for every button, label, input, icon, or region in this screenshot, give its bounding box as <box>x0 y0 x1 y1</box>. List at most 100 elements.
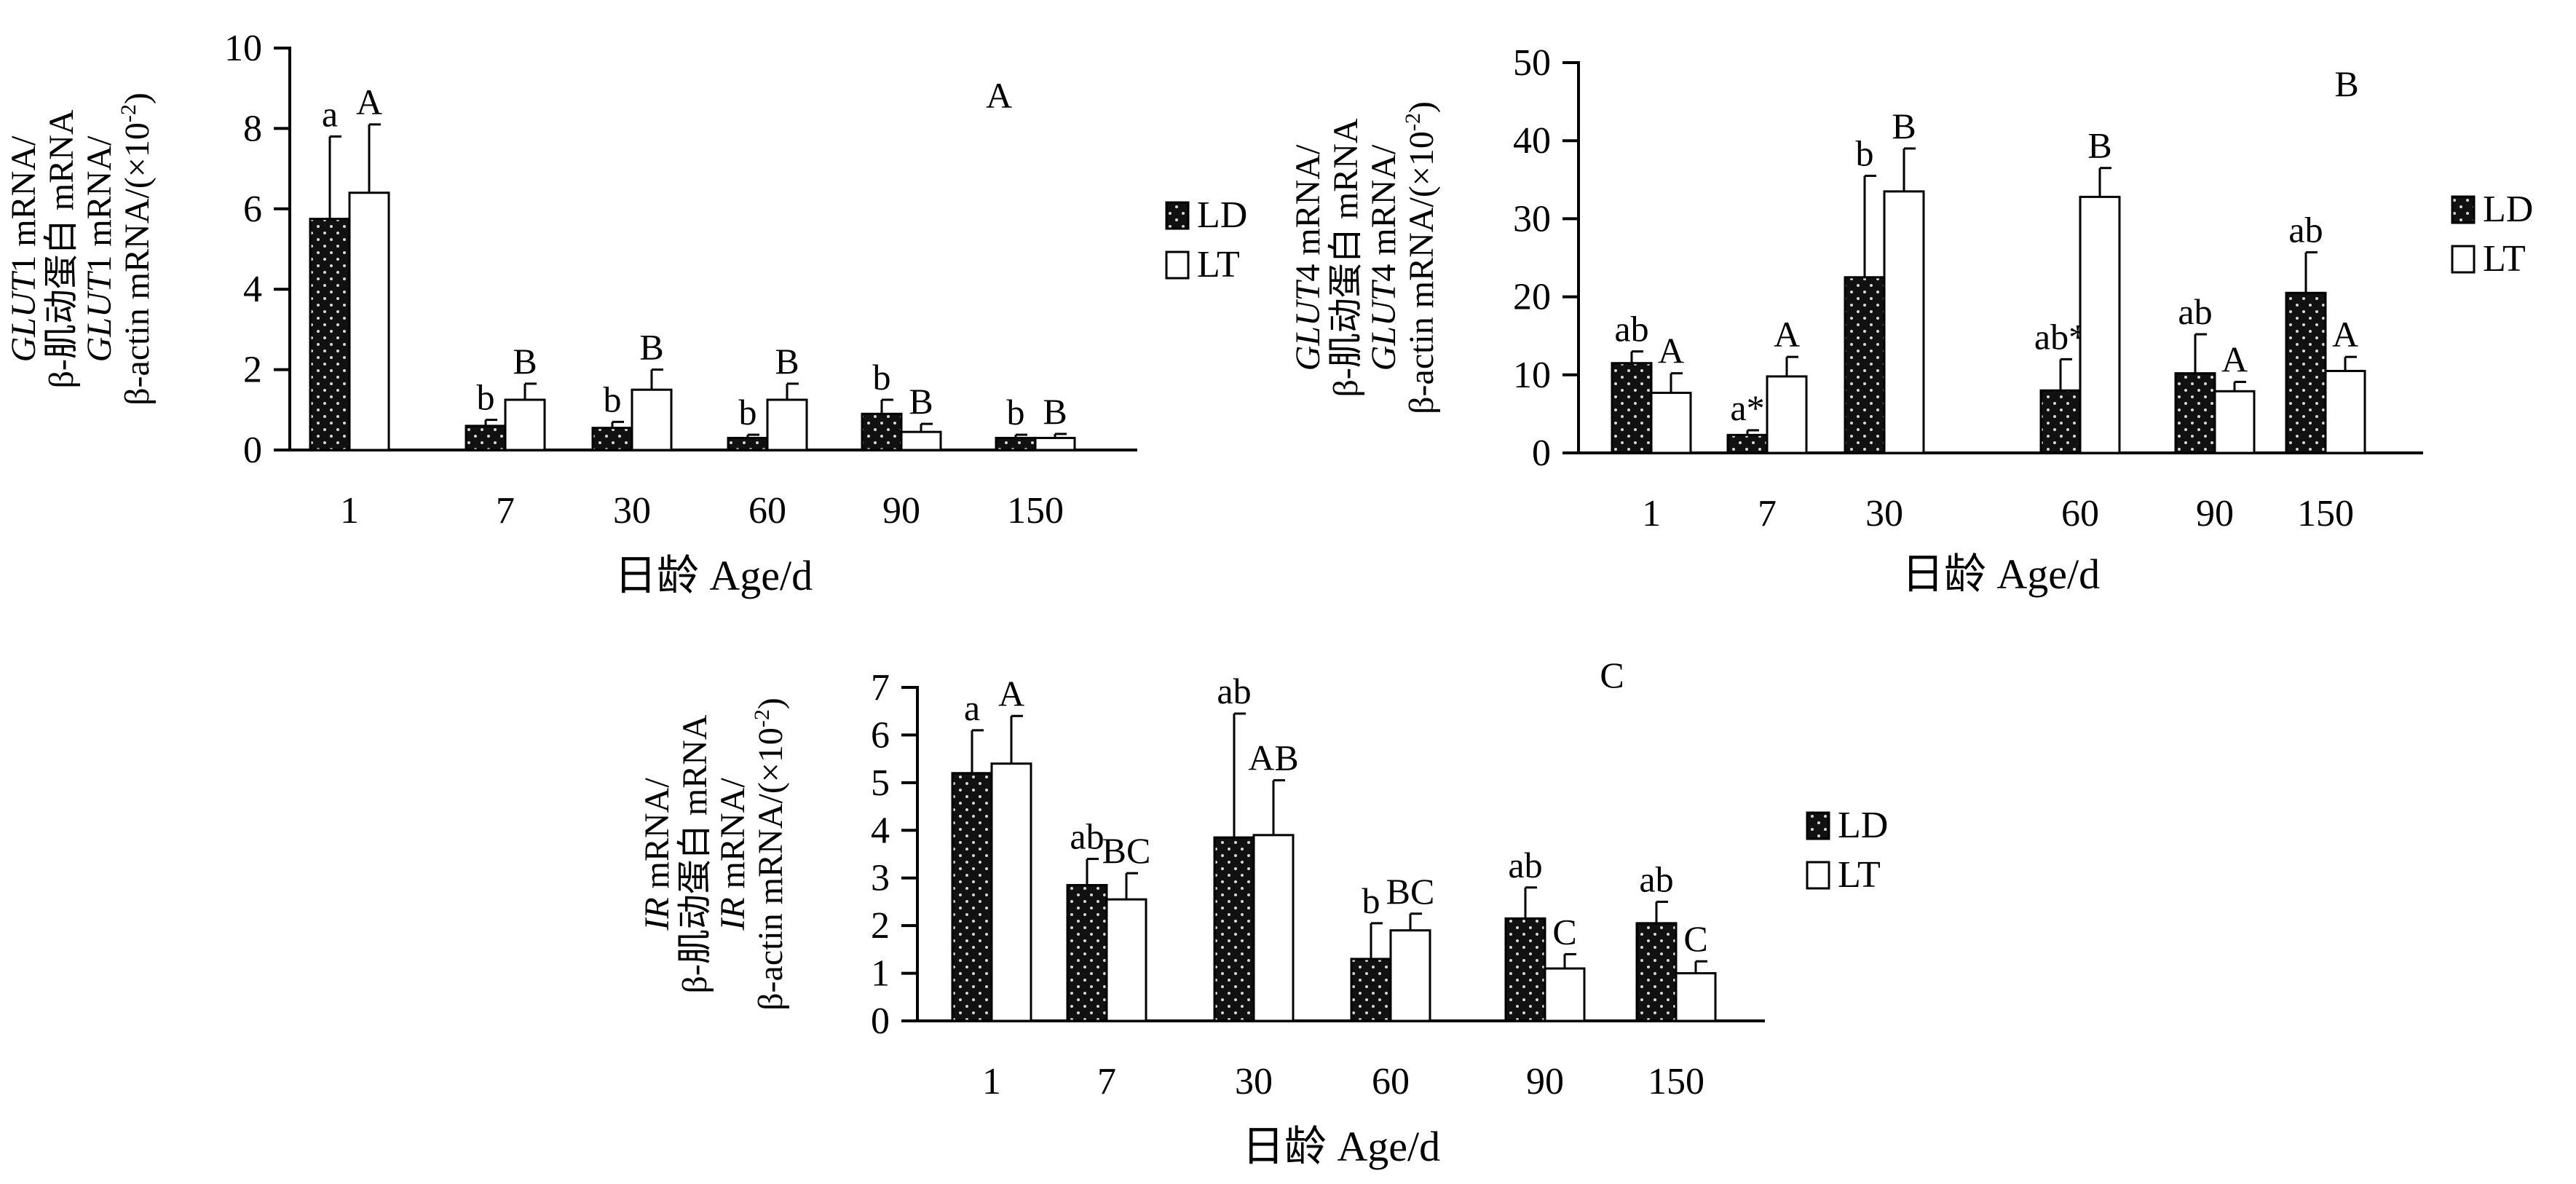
bar-ld <box>2174 372 2216 454</box>
y-axis-label: GLUT4 mRNA/β-肌动蛋白 mRNAGLUT4 mRNA/β-actin… <box>1289 101 1441 414</box>
letter-lt: BC <box>1386 871 1435 912</box>
bar-ld <box>1504 917 1546 1022</box>
legend-swatch-ld <box>2451 195 2476 224</box>
legend-label-lt: LT <box>2483 238 2526 280</box>
bar-ld <box>2039 389 2082 454</box>
legend-label-ld: LD <box>1197 194 1247 236</box>
letter-lt: B <box>909 381 933 422</box>
x-tick-label: 60 <box>1372 1061 1410 1102</box>
letter-ld: a* <box>1730 387 1764 428</box>
y-tick-label: 0 <box>243 430 262 471</box>
letter-ld: b <box>873 357 891 398</box>
letter-lt: C <box>1683 918 1707 959</box>
panel-label: B <box>2334 63 2358 104</box>
x-tick-label: 30 <box>1235 1061 1273 1102</box>
x-tick-label: 150 <box>1007 490 1064 532</box>
y-tick-label: 6 <box>243 189 262 230</box>
y-tick-label: 5 <box>871 762 890 804</box>
x-axis-label: 日龄 Age/d <box>615 552 813 599</box>
bar-lt <box>1034 436 1076 451</box>
bar-lt <box>504 398 546 451</box>
y-axis-label: GLUT1 mRNA/β-肌动蛋白 mRNAGLUT1 mRNA/β-actin… <box>4 92 157 406</box>
letter-ld: ab <box>1217 671 1251 711</box>
letter-lt: A <box>2221 339 2248 379</box>
bar-lt <box>1544 967 1586 1022</box>
y-tick-label: 0 <box>871 1001 890 1042</box>
letter-lt: C <box>1552 911 1576 952</box>
y-tick-label: 2 <box>243 350 262 391</box>
y-tick-label: 10 <box>224 28 262 69</box>
bar-ld <box>1726 433 1769 454</box>
bar-ld <box>861 412 903 451</box>
letter-lt: A <box>1658 331 1684 371</box>
bar-lt <box>1883 190 1925 454</box>
bar-ld <box>995 436 1037 451</box>
bar-ld <box>309 218 351 451</box>
y-tick-label: 40 <box>1513 120 1551 162</box>
letter-ld: a <box>322 93 338 134</box>
letter-ld: b <box>1007 392 1025 433</box>
legend: LD LT <box>1165 194 1247 285</box>
letter-ld: ab <box>1070 816 1104 857</box>
y-tick-label: 50 <box>1513 42 1551 84</box>
letter-lt: B <box>2087 125 2111 166</box>
x-tick-label: 1 <box>982 1061 1001 1102</box>
legend-swatch-ld <box>1806 811 1830 840</box>
y-tick-label: 0 <box>1532 433 1551 474</box>
x-tick-label: 7 <box>496 490 515 532</box>
x-tick-label: 150 <box>2297 493 2354 534</box>
letter-lt: B <box>639 327 663 368</box>
bar-lt <box>1650 391 1692 454</box>
letter-lt: B <box>775 341 799 382</box>
bar-ld <box>951 772 993 1022</box>
letter-ld: b <box>1362 880 1380 921</box>
letter-ld: ab <box>1508 845 1542 885</box>
y-tick-label: 8 <box>243 108 262 149</box>
letter-ld: ab <box>1614 309 1648 350</box>
y-tick-label: 7 <box>871 667 890 709</box>
x-tick-label: 1 <box>340 490 359 532</box>
letter-lt: B <box>513 341 537 382</box>
x-tick-label: 30 <box>1865 493 1903 534</box>
bar-lt <box>766 398 808 451</box>
legend-swatch-ld <box>1165 201 1190 230</box>
x-tick-label: 7 <box>1758 493 1777 534</box>
bar-lt <box>348 192 390 451</box>
bar-lt <box>1389 929 1431 1022</box>
letter-ld: ab <box>2178 291 2212 332</box>
y-tick-label: 3 <box>871 858 890 899</box>
y-tick-label: 30 <box>1513 198 1551 240</box>
y-tick-label: 4 <box>871 810 890 851</box>
legend-label-lt: LT <box>1838 854 1881 896</box>
letter-ld: b <box>477 377 495 418</box>
y-tick-label: 2 <box>871 905 890 947</box>
bar-lt <box>2079 195 2121 454</box>
letter-lt: B <box>1043 391 1067 432</box>
y-tick-label: 1 <box>871 953 890 995</box>
chart-panel-b: 01020304050abA1a*A7bB30ab*B60abA90abA150… <box>1289 42 2533 598</box>
bar-lt <box>990 762 1032 1022</box>
y-tick-label: 20 <box>1513 277 1551 318</box>
legend-label-lt: LT <box>1197 244 1240 285</box>
bar-lt <box>631 388 673 451</box>
bar-lt <box>2324 369 2366 454</box>
y-axis-label: IR mRNA/β-肌动蛋白 mRNAIR mRNA/β-actin mRNA/… <box>638 698 790 1011</box>
bar-ld <box>2285 291 2327 454</box>
letter-lt: AB <box>1248 738 1298 778</box>
letter-lt: A <box>356 82 382 122</box>
legend-label-ld: LD <box>1838 805 1888 846</box>
letter-ld: ab* <box>2034 316 2087 357</box>
letter-lt: A <box>1774 314 1800 355</box>
bar-ld <box>727 436 769 451</box>
legend-label-ld: LD <box>2483 189 2533 230</box>
bar-lt <box>1252 834 1295 1022</box>
legend-swatch-lt <box>2451 245 2476 274</box>
x-axis-label: 日龄 Age/d <box>1902 550 2100 598</box>
letter-ld: a <box>964 687 980 728</box>
bar-lt <box>2213 390 2256 454</box>
bar-ld <box>1844 276 1886 454</box>
letter-ld: b <box>739 392 757 433</box>
panel-label: A <box>986 75 1012 116</box>
